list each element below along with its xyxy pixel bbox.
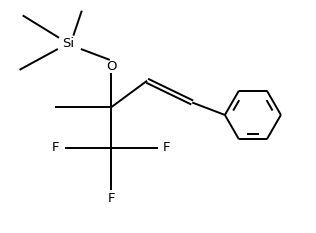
Text: F: F <box>163 141 170 154</box>
Text: F: F <box>52 141 60 154</box>
Text: O: O <box>106 60 117 73</box>
Text: F: F <box>107 192 115 205</box>
Text: Si: Si <box>62 37 74 50</box>
